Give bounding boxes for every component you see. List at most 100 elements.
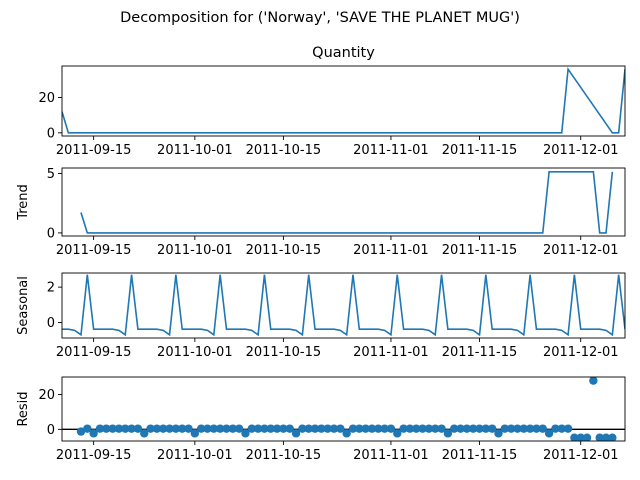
resid-axes-frame [61,376,626,442]
resid-point [424,424,434,433]
seasonal-xtick-label: 2011-10-01 [157,345,233,360]
resid-point [380,424,389,433]
resid-point [260,424,269,433]
trend-xtick-label: 2011-10-01 [157,243,233,258]
resid-data [62,377,625,441]
resid-point [608,433,617,441]
resid-point [519,424,528,433]
resid-point [317,424,326,433]
resid-point [361,424,370,433]
resid-point [203,424,212,433]
resid-point [500,424,510,433]
resid-xtick-label: 2011-10-01 [157,448,233,463]
resid-point [76,427,86,436]
resid-point [196,424,206,433]
resid-xtick-label: 2011-09-15 [56,448,132,463]
resid-point [114,424,124,433]
resid-point [487,424,497,433]
resid-ytick-label: 20 [38,388,55,403]
observed-line [62,66,625,134]
resid-point [329,424,339,433]
trend-data [80,170,614,234]
trend-xtick-label: 2011-09-15 [56,243,132,258]
resid-point [348,424,358,433]
resid-point [538,424,547,433]
resid-point [456,424,465,433]
seasonal-ylabel: Seasonal [16,276,31,335]
resid-point [557,424,566,433]
resid-point [532,424,541,433]
resid-point [355,424,364,433]
resid-point [272,424,282,433]
resid-point [253,424,263,433]
resid-xtick-label: 2011-11-15 [442,448,518,463]
resid-point [310,424,320,433]
panel-trend: 0 5 2011-09-15 2011-10-01 2011-10-15 2011-11-… [16,167,626,258]
resid-point [152,424,162,433]
observed-xtick-label: 2011-10-01 [157,143,233,158]
resid-point [589,377,598,385]
observed-xtick-label: 2011-11-01 [353,143,429,158]
seasonal-ytick-label: 0 [47,316,55,331]
resid-point [342,429,351,438]
resid-point [494,429,503,438]
resid-point [462,424,472,433]
resid-point [582,433,592,441]
resid-point [513,424,522,433]
resid-point [291,429,301,438]
resid-point [165,424,174,433]
resid-point [323,424,332,433]
trend-ylabel: Trend [16,184,31,221]
trend-axes-frame [61,167,626,237]
resid-point [133,424,143,433]
resid-point [285,424,294,433]
trend-ytick-label: 5 [47,167,55,182]
resid-point [576,433,585,441]
panel-seasonal: 0 2 2011-09-15 2011-10-01 2011-10-15 2011-11-… [16,272,626,360]
resid-point [184,424,193,433]
panel-resid: 0 20 2011-09-15 2011-10-01 2011-10-15 2011-11… [16,376,626,463]
resid-point [241,429,250,438]
resid-point [412,424,421,433]
resid-point [336,424,345,433]
observed-axes-frame [61,65,626,137]
resid-point [228,424,237,433]
resid-point [450,424,459,433]
resid-point [481,424,491,433]
seasonal-xtick-label: 2011-11-01 [353,345,429,360]
resid-point [266,424,275,433]
resid-point [443,429,453,438]
panel-observed: 0 20 2011-09-15 2011-10-01 2011-10-15 2011-11… [38,45,626,158]
resid-point [399,424,408,433]
resid-point [215,424,225,433]
resid-point [159,424,168,433]
observed-xtick-label: 2011-10-15 [246,143,322,158]
resid-point [83,424,92,433]
resid-point [595,433,604,441]
resid-point [127,424,136,433]
seasonal-data [62,274,625,337]
resid-point [386,424,396,433]
resid-point [171,424,181,433]
resid-ylabel: Resid [16,391,31,426]
resid-point [209,424,219,433]
resid-xtick-label: 2011-12-01 [543,448,619,463]
seasonal-line [62,274,625,337]
seasonal-ytick-label: 2 [47,281,55,296]
seasonal-axes-frame [61,272,626,339]
resid-point [234,424,244,433]
resid-point [431,424,440,433]
seasonal-xtick-label: 2011-09-15 [56,345,132,360]
observed-title: Quantity [312,45,375,61]
resid-ytick-label: 0 [47,423,55,438]
observed-ytick-label: 0 [47,126,55,141]
resid-xtick-label: 2011-11-01 [353,448,429,463]
resid-point [102,424,111,433]
resid-point [222,424,231,433]
resid-point [298,424,307,433]
resid-point [279,424,288,433]
resid-point [405,424,415,433]
observed-data [62,66,625,134]
resid-point [544,429,554,438]
trend-xtick-label: 2011-12-01 [543,243,619,258]
